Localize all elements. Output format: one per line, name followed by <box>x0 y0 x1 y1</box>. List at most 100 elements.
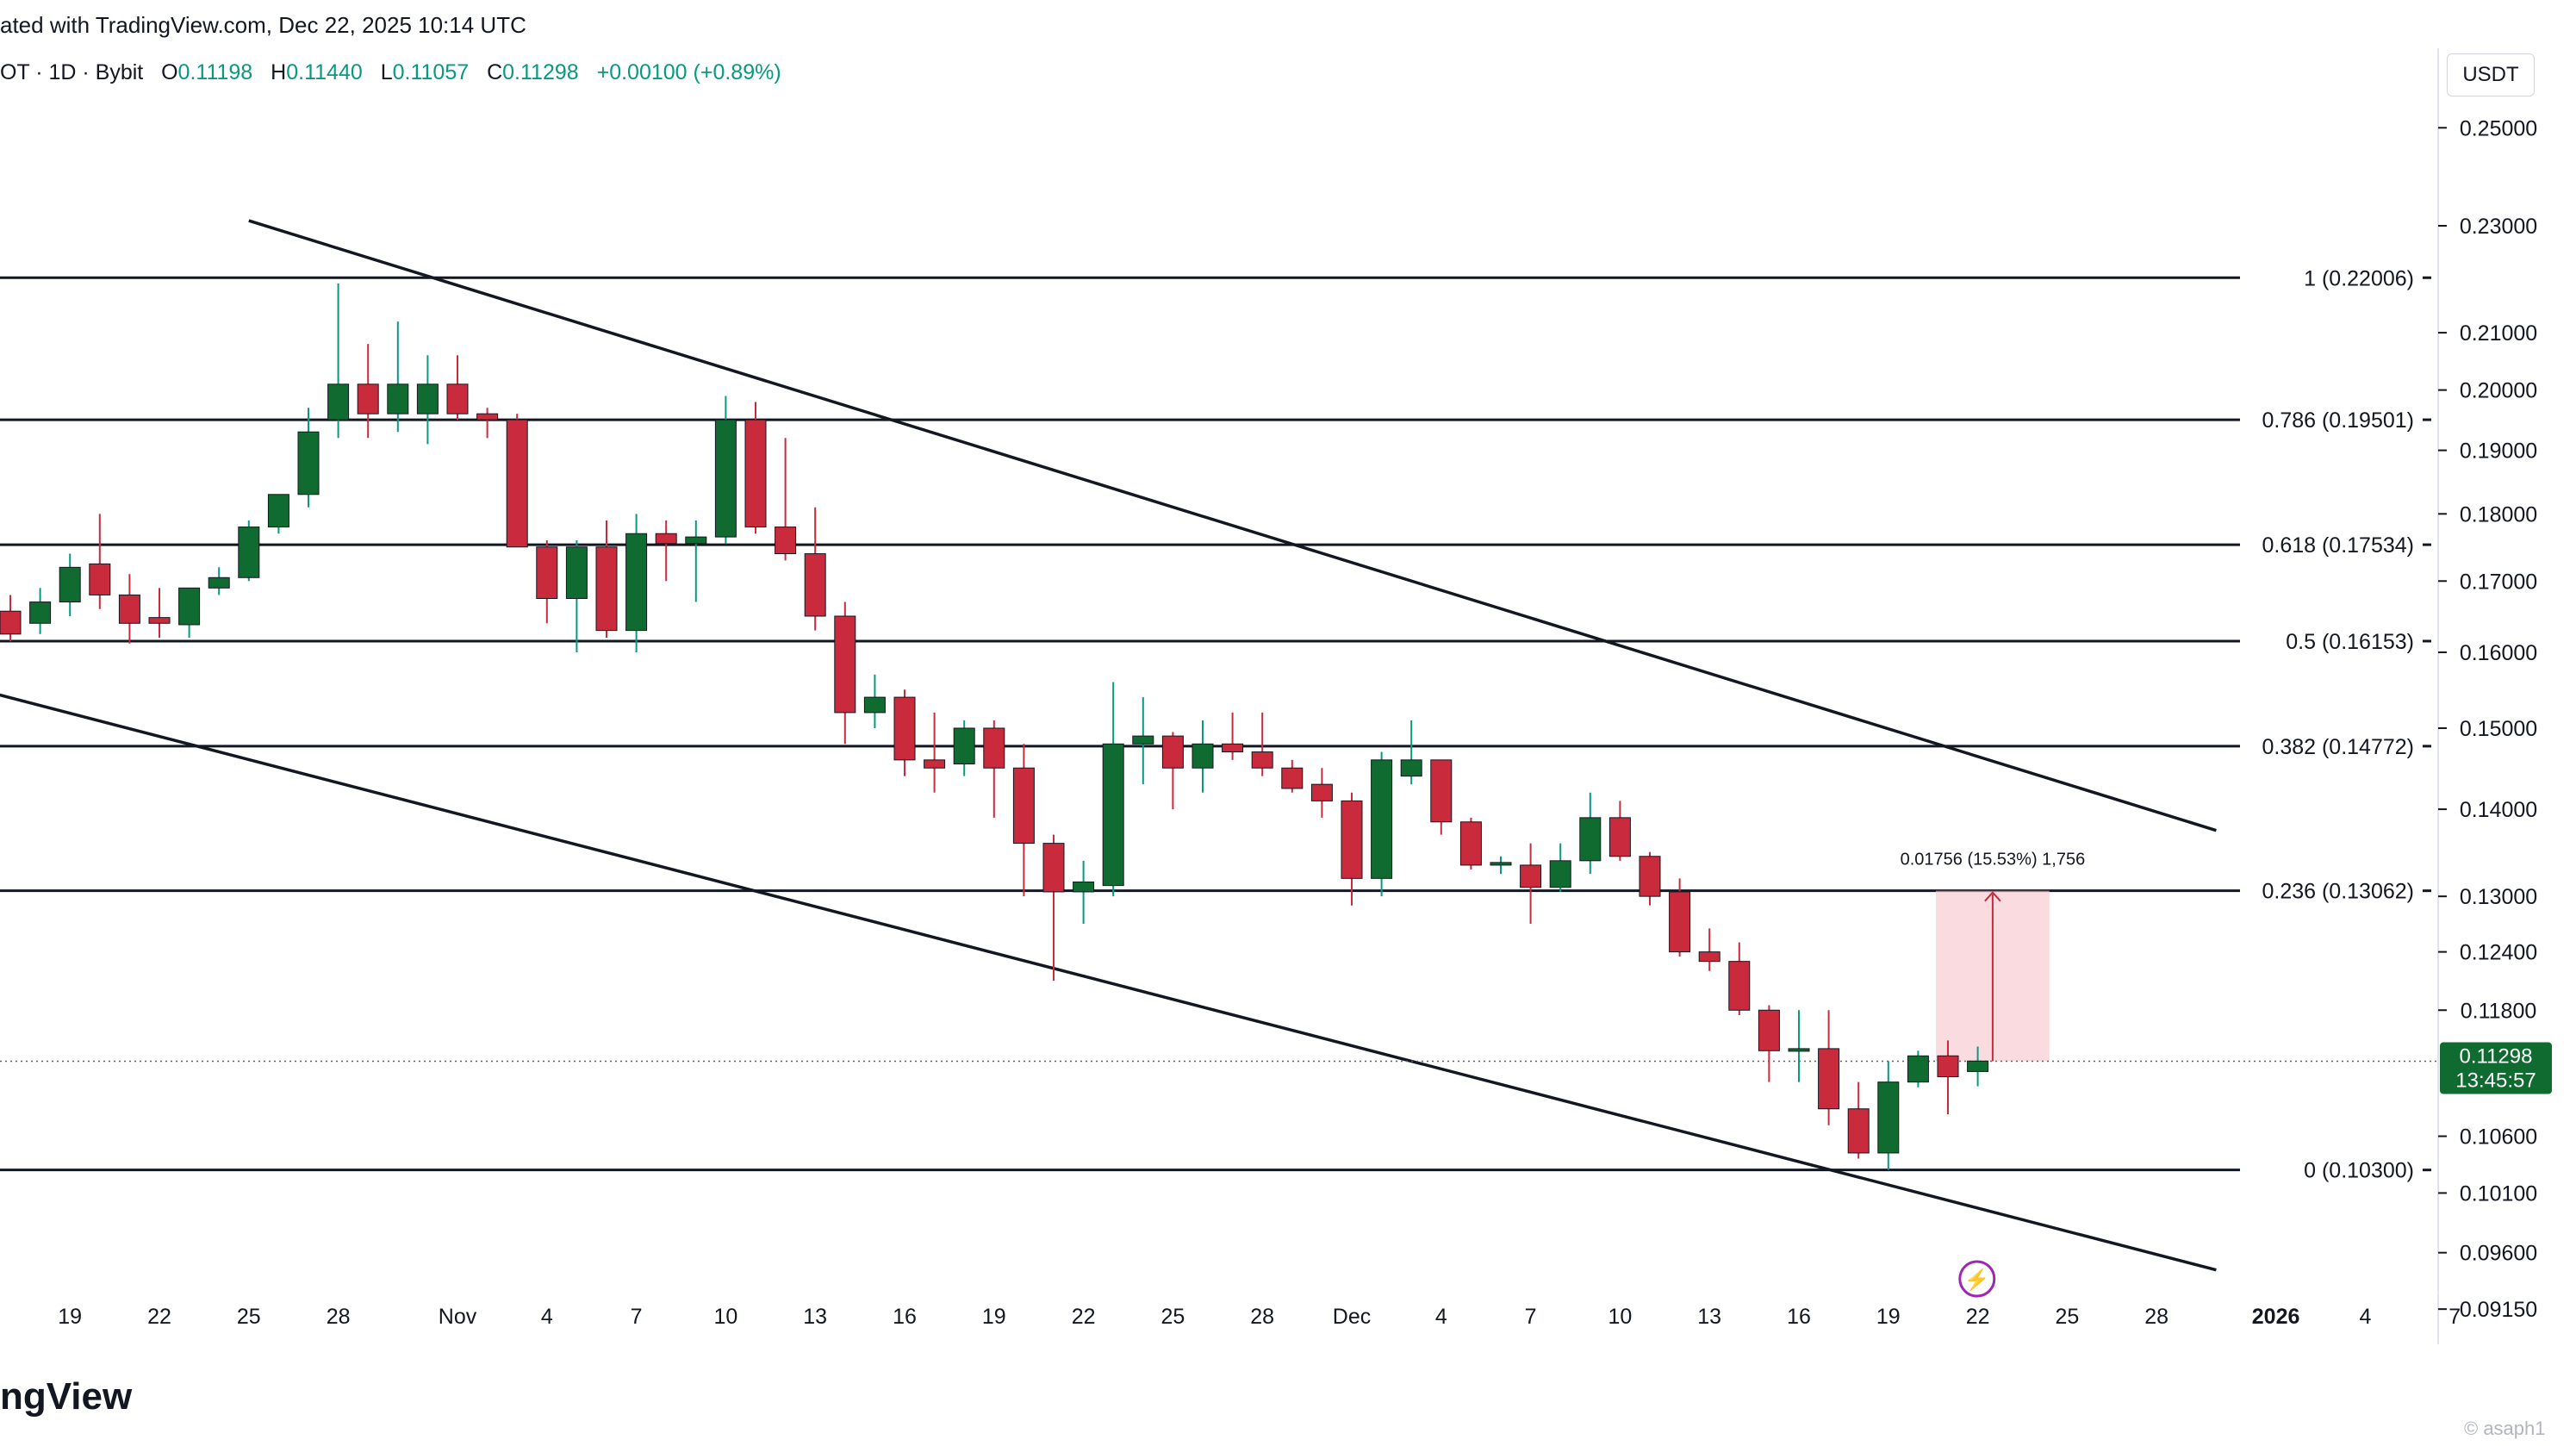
open-label: O <box>161 60 178 84</box>
candle-body[interactable] <box>357 383 379 414</box>
candle-body[interactable] <box>1698 951 1720 963</box>
candle-body[interactable] <box>595 546 618 632</box>
candle-body[interactable] <box>297 431 320 496</box>
candle-body[interactable] <box>714 419 737 538</box>
event-marker-icon[interactable] <box>1958 1260 1996 1298</box>
candle-body[interactable] <box>1012 767 1035 845</box>
candle-body[interactable] <box>208 577 230 589</box>
trend-channel-line[interactable] <box>248 219 2217 832</box>
y-tick-label: 0.15000 <box>2460 717 2537 741</box>
candle-body[interactable] <box>1907 1055 1929 1083</box>
candle-body[interactable] <box>476 413 499 421</box>
candle-body[interactable] <box>983 727 1005 769</box>
candle-body[interactable] <box>1310 783 1333 801</box>
candle-body[interactable] <box>1579 817 1602 862</box>
candle-body[interactable] <box>1877 1081 1900 1154</box>
candle-body[interactable] <box>1639 856 1661 897</box>
watermark: © asaph1 <box>2464 1418 2546 1439</box>
candle-body[interactable] <box>1073 881 1095 893</box>
candle-body[interactable] <box>625 533 648 632</box>
candle-body[interactable] <box>1788 1048 1810 1052</box>
candle-body[interactable] <box>327 383 350 421</box>
candle-body[interactable] <box>804 553 826 617</box>
candle-body[interactable] <box>1371 759 1393 879</box>
candle-body[interactable] <box>238 527 260 578</box>
candle-body[interactable] <box>1967 1060 1989 1072</box>
candle-body[interactable] <box>148 617 171 624</box>
symbol-label[interactable]: OT · 1D · Bybit <box>0 60 144 84</box>
symbol-ohlc-bar: OT · 1D · Bybit O0.11198 H0.11440 L0.110… <box>0 60 793 85</box>
x-tick-label: 16 <box>1787 1305 1811 1329</box>
x-tick-label: 25 <box>1160 1305 1185 1329</box>
open-value: 0.11198 <box>177 60 253 84</box>
x-tick-label: 10 <box>713 1305 737 1329</box>
candle-body[interactable] <box>1102 743 1124 887</box>
trend-channel-line[interactable] <box>0 675 2217 1272</box>
candle-body[interactable] <box>744 419 767 528</box>
candle-body[interactable] <box>1161 735 1184 769</box>
candle-body[interactable] <box>1669 891 1691 953</box>
x-tick-label: 4 <box>2359 1305 2371 1329</box>
candle-body[interactable] <box>1847 1108 1870 1154</box>
fib-level-label: 0.382 (0.14772) <box>2262 735 2414 759</box>
candle-body[interactable] <box>863 696 886 714</box>
x-tick-label: 25 <box>2055 1305 2079 1329</box>
candle-body[interactable] <box>0 610 22 635</box>
candle-body[interactable] <box>1341 800 1363 879</box>
candle-body[interactable] <box>1400 759 1422 777</box>
candle-body[interactable] <box>655 533 677 545</box>
candle-body[interactable] <box>1608 817 1631 857</box>
current-price-label: 0.11298 <box>2460 1045 2533 1069</box>
close-label: C <box>487 60 503 84</box>
candle-body[interactable] <box>685 536 707 545</box>
currency-button[interactable]: USDT <box>2447 53 2535 97</box>
x-tick-label: 25 <box>237 1305 261 1329</box>
candle-body[interactable] <box>29 601 52 624</box>
tradingview-logo: ngView <box>0 1375 133 1418</box>
y-tick-label: 0.16000 <box>2460 641 2537 665</box>
candle-body[interactable] <box>1281 767 1304 789</box>
x-tick-label: 22 <box>1072 1305 1096 1329</box>
candle-body[interactable] <box>565 546 588 599</box>
candle-body[interactable] <box>59 566 81 603</box>
candle-body[interactable] <box>1490 862 1512 866</box>
candle-body[interactable] <box>1251 751 1273 769</box>
candle-body[interactable] <box>1758 1009 1780 1051</box>
x-tick-label: 16 <box>893 1305 917 1329</box>
candle-body[interactable] <box>924 759 946 769</box>
candle-body[interactable] <box>1728 961 1751 1011</box>
candle-body[interactable] <box>416 383 439 414</box>
candle-body[interactable] <box>1459 821 1482 866</box>
candle-body[interactable] <box>953 727 975 765</box>
candle-body[interactable] <box>1520 864 1542 888</box>
x-tick-label: 19 <box>982 1305 1006 1329</box>
candle-body[interactable] <box>267 494 289 528</box>
y-tick-label: 0.20000 <box>2460 379 2537 403</box>
y-tick-label: 0.11800 <box>2461 999 2537 1023</box>
created-with-text: ated with TradingView.com, Dec 22, 2025 … <box>0 12 526 38</box>
x-tick-label: Dec <box>1333 1305 1371 1329</box>
candle-body[interactable] <box>1818 1048 1840 1110</box>
candle-body[interactable] <box>1222 743 1244 753</box>
candle-body[interactable] <box>1132 735 1154 745</box>
event-marker-glyph: ⚡ <box>1964 1268 1990 1292</box>
y-tick-label: 0.10600 <box>2460 1125 2537 1150</box>
candle-body[interactable] <box>1042 843 1065 893</box>
candle-body[interactable] <box>1549 860 1571 888</box>
candle-body[interactable] <box>536 546 558 599</box>
candle-body[interactable] <box>893 696 916 761</box>
candle-body[interactable] <box>118 594 140 624</box>
candle-body[interactable] <box>1937 1055 1959 1078</box>
candle-body[interactable] <box>1192 743 1214 769</box>
x-tick-label: 13 <box>1697 1305 1721 1329</box>
candle-body[interactable] <box>1430 759 1453 823</box>
candle-body[interactable] <box>834 615 856 714</box>
candle-body[interactable] <box>506 419 528 548</box>
candle-body[interactable] <box>89 563 111 595</box>
candle-body[interactable] <box>387 383 409 414</box>
candle-body[interactable] <box>178 587 201 626</box>
fib-level-label: 0.786 (0.19501) <box>2262 408 2414 433</box>
candle-body[interactable] <box>446 383 469 414</box>
candle-body[interactable] <box>775 527 797 555</box>
